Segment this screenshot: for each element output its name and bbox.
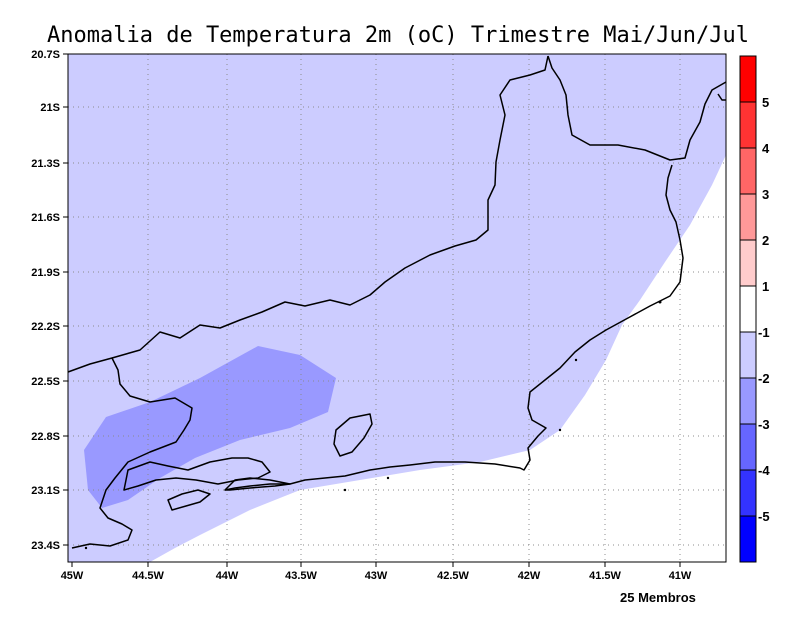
lon-tick-label: 44.5W: [132, 570, 164, 582]
colorbar-swatch: [739, 193, 757, 241]
colorbar-swatch: [739, 285, 757, 333]
lon-tick-label: 44W: [216, 570, 239, 582]
lat-tick-label: 22.2S: [31, 321, 60, 333]
lat-tick-marks: [63, 53, 68, 546]
colorbar-label: 1: [762, 279, 769, 294]
lat-tick-label: 23.4S: [31, 540, 60, 552]
lat-tick-label: 21.9S: [31, 267, 60, 279]
lon-tick-label: 42.5W: [437, 570, 469, 582]
figure-title: Anomalia de Temperatura 2m (oC) Trimestr…: [47, 23, 749, 48]
plot-frame: [67, 53, 727, 563]
colorbar-label: -1: [758, 325, 770, 340]
lon-tick-label: 45W: [61, 570, 84, 582]
lat-tick-label: 21S: [40, 102, 60, 114]
island-markers: [84, 300, 662, 550]
lon-tick-label: 41W: [669, 570, 692, 582]
lat-tick-label: 22.8S: [31, 431, 60, 443]
lon-tick-label: 43W: [365, 570, 388, 582]
lat-tick-label: 23.1S: [31, 485, 60, 497]
colorbar-swatch: [739, 239, 757, 287]
lon-tick-marks: [71, 562, 681, 567]
lon-tick-label: 41.5W: [589, 570, 621, 582]
colorbar-label: 4: [762, 141, 770, 156]
lon-tick-labels: 45W 44.5W 44W 43.5W 43W 42.5W 42W 41.5W …: [61, 570, 692, 582]
ensemble-members-note: 25 Membros: [620, 590, 696, 605]
colorbar-swatch: [739, 469, 757, 517]
colorbar-label: 5: [762, 95, 769, 110]
lat-tick-label: 21.3S: [31, 158, 60, 170]
colorbar-swatch: [739, 147, 757, 195]
colorbar-swatch: [739, 377, 757, 425]
anomaly-region-dark: [84, 346, 336, 508]
colorbar-label: -4: [758, 463, 770, 478]
colorbar-swatch: [739, 331, 757, 379]
lon-tick-label: 42W: [518, 570, 541, 582]
colorbar-label: -2: [758, 371, 770, 386]
colorbar-label: 3: [762, 187, 769, 202]
colorbar-swatch: [739, 101, 757, 149]
colorbar-label: 2: [762, 233, 769, 248]
colorbar-swatch: [739, 515, 757, 563]
lat-tick-label: 20.7S: [31, 49, 60, 61]
lon-tick-label: 43.5W: [285, 570, 317, 582]
colorbar-swatch: [739, 423, 757, 471]
colorbar-labels: 5 4 3 2 1 -1 -2 -3 -4 -5: [758, 95, 770, 524]
colorbar: [739, 55, 757, 563]
lat-tick-label: 22.5S: [31, 376, 60, 388]
colorbar-label: -3: [758, 417, 770, 432]
colorbar-swatch: [739, 55, 757, 103]
colorbar-label: -5: [758, 509, 770, 524]
lat-tick-labels: 20.7S 21S 21.3S 21.6S 21.9S 22.2S 22.5S …: [31, 49, 60, 552]
state-boundary: [67, 55, 727, 549]
lat-tick-label: 21.6S: [31, 212, 60, 224]
